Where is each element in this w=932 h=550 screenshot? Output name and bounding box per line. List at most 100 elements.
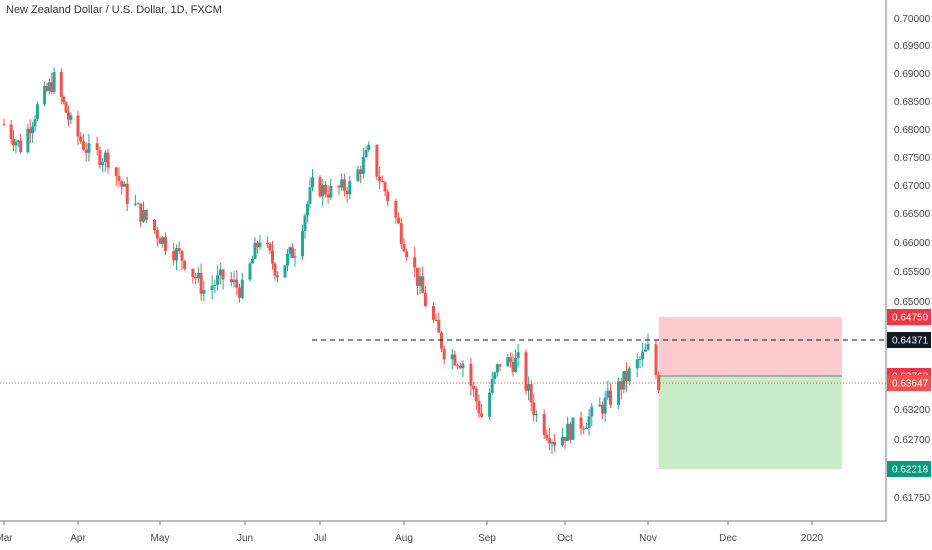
candle-body[interactable]: [26, 128, 30, 152]
candle-body[interactable]: [348, 181, 352, 195]
candle-body[interactable]: [553, 441, 557, 446]
candle-body[interactable]: [598, 404, 602, 407]
candle-body[interactable]: [600, 404, 604, 414]
candle-body[interactable]: [340, 179, 344, 188]
take-profit-zone[interactable]: [658, 376, 842, 469]
candle-body[interactable]: [271, 250, 274, 264]
candle-body[interactable]: [106, 152, 110, 168]
candle-body[interactable]: [253, 242, 257, 260]
candle-body[interactable]: [560, 437, 564, 446]
candle-body[interactable]: [657, 375, 661, 391]
candle-body[interactable]: [256, 242, 259, 247]
candle-body[interactable]: [98, 149, 102, 165]
candle-body[interactable]: [321, 184, 325, 197]
candle-body[interactable]: [423, 292, 427, 306]
candle-body[interactable]: [397, 217, 401, 224]
candle-body[interactable]: [276, 275, 279, 278]
candle-body[interactable]: [19, 140, 23, 152]
candle-body[interactable]: [646, 344, 650, 350]
candle-body[interactable]: [356, 169, 360, 182]
candle-body[interactable]: [12, 139, 16, 146]
candle-body[interactable]: [402, 244, 406, 252]
candle-body[interactable]: [216, 275, 220, 285]
candle-body[interactable]: [31, 126, 35, 134]
candle-body[interactable]: [163, 237, 167, 251]
candle-body[interactable]: [563, 437, 567, 441]
candle-body[interactable]: [383, 182, 387, 192]
candle-body[interactable]: [469, 363, 473, 386]
candle-body[interactable]: [180, 251, 184, 261]
candle-body[interactable]: [524, 352, 528, 391]
candle-body[interactable]: [291, 247, 294, 258]
candle-body[interactable]: [619, 381, 623, 390]
candle-body[interactable]: [122, 183, 126, 187]
candle-body[interactable]: [258, 242, 262, 247]
candle-body[interactable]: [238, 287, 242, 298]
candle-body[interactable]: [210, 285, 214, 291]
candle-body[interactable]: [235, 279, 239, 288]
candle-body[interactable]: [434, 319, 438, 321]
candle-body[interactable]: [251, 259, 254, 264]
candle-body[interactable]: [153, 219, 157, 230]
candle-body[interactable]: [139, 203, 143, 222]
candle-body[interactable]: [266, 242, 269, 244]
candle-body[interactable]: [458, 365, 462, 369]
candle-body[interactable]: [133, 203, 137, 205]
candle-body[interactable]: [136, 203, 140, 205]
candle-body[interactable]: [498, 364, 502, 367]
candle-body[interactable]: [431, 305, 435, 320]
candle-body[interactable]: [545, 434, 549, 439]
candle-body[interactable]: [64, 102, 68, 113]
candle-body[interactable]: [273, 263, 277, 276]
candle-body[interactable]: [323, 184, 327, 195]
candle-body[interactable]: [103, 152, 107, 162]
candle-body[interactable]: [450, 354, 454, 360]
candle-body[interactable]: [461, 363, 465, 369]
candle-body[interactable]: [45, 86, 49, 91]
candle-body[interactable]: [547, 438, 551, 444]
stop-loss-zone[interactable]: [658, 317, 842, 376]
candle-body[interactable]: [493, 372, 497, 380]
candle-body[interactable]: [50, 82, 54, 92]
candle-body[interactable]: [442, 348, 446, 360]
candle-body[interactable]: [172, 250, 176, 261]
candle-body[interactable]: [474, 389, 478, 402]
candle-body[interactable]: [301, 231, 304, 257]
candle-body[interactable]: [622, 371, 626, 390]
candle-body[interactable]: [568, 423, 572, 440]
candle-body[interactable]: [456, 365, 460, 367]
candle-body[interactable]: [364, 150, 368, 158]
candle-body[interactable]: [155, 229, 159, 239]
candle-body[interactable]: [367, 144, 371, 151]
candle-body[interactable]: [218, 269, 222, 276]
candle-body[interactable]: [196, 272, 200, 279]
candle-body[interactable]: [472, 385, 476, 390]
candle-body[interactable]: [59, 72, 63, 97]
candle-body[interactable]: [62, 96, 66, 103]
candle-body[interactable]: [213, 284, 217, 286]
candle-body[interactable]: [16, 140, 20, 143]
candle-body[interactable]: [415, 267, 419, 286]
candle-body[interactable]: [361, 157, 365, 174]
candle-body[interactable]: [511, 361, 515, 372]
candle-body[interactable]: [248, 263, 252, 280]
candle-body[interactable]: [101, 161, 105, 165]
candle-body[interactable]: [326, 194, 330, 198]
candle-body[interactable]: [306, 203, 309, 216]
candle-body[interactable]: [635, 359, 639, 369]
candle-body[interactable]: [303, 215, 307, 232]
candle-body[interactable]: [52, 72, 56, 92]
candle-body[interactable]: [514, 357, 518, 372]
candle-body[interactable]: [95, 143, 99, 150]
candle-body[interactable]: [495, 364, 499, 373]
candle-body[interactable]: [142, 209, 146, 222]
candle-body[interactable]: [87, 143, 91, 153]
candle-body[interactable]: [571, 417, 575, 440]
candle-body[interactable]: [221, 269, 225, 280]
candle-body[interactable]: [161, 237, 165, 244]
candle-body[interactable]: [399, 223, 403, 245]
candle-body[interactable]: [177, 248, 181, 252]
candle-body[interactable]: [453, 354, 457, 366]
